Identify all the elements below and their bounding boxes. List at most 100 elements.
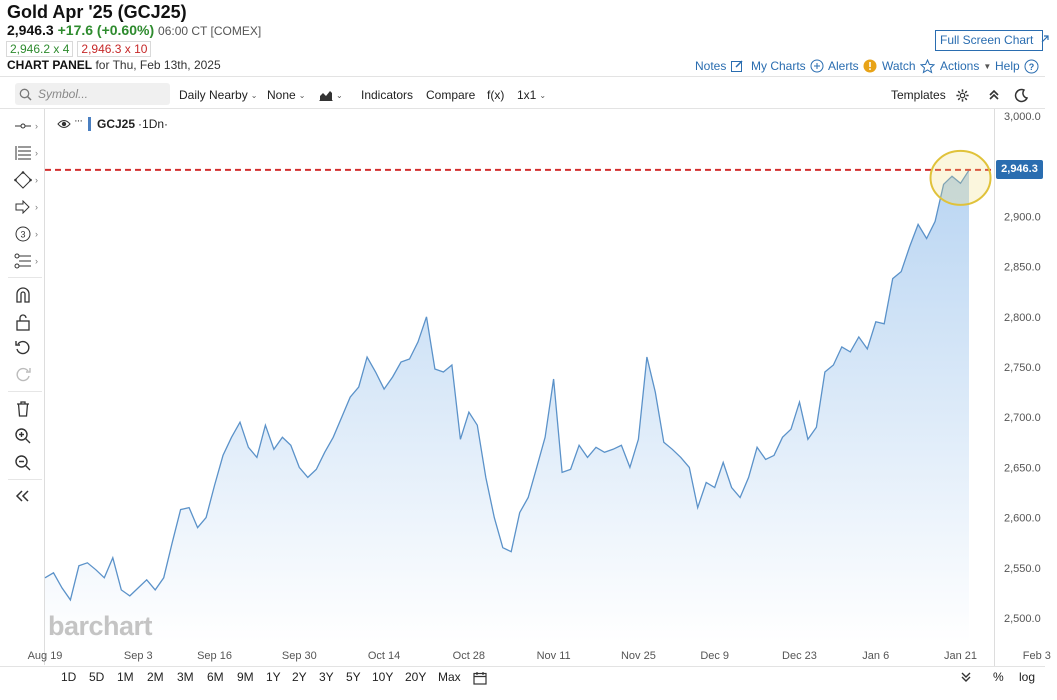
instrument-title: Gold Apr '25 (GCJ25) <box>7 2 187 22</box>
delete-button[interactable] <box>14 398 42 420</box>
watch-link[interactable]: Watch <box>882 57 935 75</box>
actions-menu[interactable]: Actions ▼ <box>940 57 991 75</box>
unlock-icon <box>16 314 30 331</box>
current-price-tag: 2,946.3 <box>996 159 1043 179</box>
chevron-right-icon: › <box>35 256 38 266</box>
fib-tool[interactable]: › <box>14 142 42 164</box>
alerts-label: Alerts <box>828 59 859 73</box>
daily-nearby-label: Daily Nearby <box>179 88 248 102</box>
range-button-6m[interactable]: 6M <box>207 670 224 684</box>
settings-button[interactable] <box>955 86 970 104</box>
numbered-circle-icon: 3 <box>15 226 31 242</box>
x-axis-tick-label: Dec 23 <box>782 650 817 662</box>
area-chart-icon <box>319 91 333 101</box>
none-dropdown[interactable]: None ⌄ <box>267 86 305 104</box>
expand-down-button[interactable] <box>960 671 972 689</box>
range-button-10y[interactable]: 10Y <box>372 670 394 684</box>
daily-nearby-dropdown[interactable]: Daily Nearby ⌄ <box>179 86 257 104</box>
fx-button[interactable]: f(x) <box>487 88 505 102</box>
x-axis-tick-label: Feb 3 <box>1023 650 1051 662</box>
chevron-down-icon: ⌄ <box>336 90 343 100</box>
alerts-link[interactable]: Alerts <box>828 57 877 75</box>
range-button-2m[interactable]: 2M <box>147 670 164 684</box>
calendar-button[interactable] <box>473 671 487 689</box>
range-button-1d[interactable]: 1D <box>61 670 77 684</box>
y-axis-tick-label: 2,600.0 <box>1004 513 1041 525</box>
x-axis-tick-label: Nov 25 <box>621 650 656 662</box>
arrow-tool[interactable]: › <box>14 196 42 218</box>
line-tool[interactable]: › <box>14 115 42 137</box>
magnet-tool[interactable] <box>14 284 42 306</box>
more-options-icon[interactable]: ··· <box>74 115 83 127</box>
x-axis-tick-label: Sep 16 <box>197 650 232 662</box>
magnet-icon <box>16 287 30 303</box>
x-axis-tick-label: Dec 9 <box>700 650 729 662</box>
y-axis-tick-label: 2,500.0 <box>1004 613 1041 625</box>
chevron-right-icon: › <box>35 175 38 185</box>
layout-dropdown[interactable]: 1x1 ⌄ <box>517 86 546 104</box>
double-chevron-down-icon <box>961 672 971 682</box>
series-color-swatch <box>88 117 91 131</box>
pattern-tool[interactable]: › <box>14 250 42 272</box>
pattern-icon <box>14 253 31 269</box>
watch-label: Watch <box>882 59 916 73</box>
range-button-max[interactable]: Max <box>438 670 461 684</box>
zoom-in-button[interactable] <box>14 425 42 447</box>
symbol-input[interactable] <box>36 86 156 102</box>
my-charts-link[interactable]: My Charts <box>751 57 824 75</box>
y-axis-tick-label: 2,750.0 <box>1004 362 1041 374</box>
line-tool-icon <box>15 123 31 129</box>
redo-button[interactable] <box>14 364 42 386</box>
chevron-right-icon: › <box>35 202 38 212</box>
templates-button[interactable]: Templates <box>891 88 946 102</box>
svg-text:3: 3 <box>20 230 25 240</box>
indicators-button[interactable]: Indicators <box>361 88 414 102</box>
collapse-tools-button[interactable] <box>14 485 42 507</box>
help-link[interactable]: Help ? <box>995 57 1039 75</box>
range-button-9m[interactable]: 9M <box>237 670 254 684</box>
caret-down-icon: ▼ <box>983 61 992 71</box>
panel-date: for Thu, Feb 13th, 2025 <box>95 58 221 72</box>
percent-toggle[interactable]: % <box>993 670 1004 684</box>
lock-tool[interactable] <box>14 311 42 333</box>
collapse-button[interactable] <box>987 86 1001 104</box>
toolbar-divider <box>0 108 1045 109</box>
undo-button[interactable] <box>14 337 42 359</box>
range-button-5d[interactable]: 5D <box>89 670 105 684</box>
chart-type-dropdown[interactable]: ⌄ <box>319 86 343 104</box>
y-axis-tick-label: 2,800.0 <box>1004 312 1041 324</box>
full-screen-chart-button[interactable]: Full Screen Chart <box>935 30 1049 51</box>
symbol-search[interactable] <box>15 83 170 105</box>
range-button-3y[interactable]: 3Y <box>319 670 334 684</box>
zoom-out-button[interactable] <box>14 452 42 474</box>
latest-price-highlight-circle <box>929 149 992 206</box>
pencil-icon <box>731 60 743 72</box>
chevron-right-icon: › <box>35 148 38 158</box>
price-line <box>44 169 970 602</box>
quote-time: 06:00 CT [COMEX] <box>158 24 262 38</box>
dark-mode-toggle[interactable] <box>1014 86 1029 104</box>
compare-button[interactable]: Compare <box>426 88 476 102</box>
tool-divider <box>8 391 42 392</box>
chevron-right-icon: › <box>35 121 38 131</box>
range-button-2y[interactable]: 2Y <box>292 670 307 684</box>
fibonacci-icon <box>15 146 31 160</box>
range-button-5y[interactable]: 5Y <box>346 670 361 684</box>
x-axis-tick-label: Oct 28 <box>453 650 485 662</box>
count-tool[interactable]: 3 › <box>14 223 42 245</box>
range-button-20y[interactable]: 20Y <box>405 670 427 684</box>
quote-line: 2,946.3 +17.6 (+0.60%) 06:00 CT [COMEX] <box>7 22 261 38</box>
range-button-3m[interactable]: 3M <box>177 670 194 684</box>
chart-legend[interactable]: ··· GCJ25 ·1Dn· <box>57 115 169 131</box>
shape-tool[interactable]: › <box>14 169 42 191</box>
range-button-1m[interactable]: 1M <box>117 670 134 684</box>
legend-interval: ·1Dn· <box>138 117 169 131</box>
price-area-fill <box>45 170 969 642</box>
actions-label: Actions <box>940 59 980 73</box>
log-toggle[interactable]: log <box>1019 670 1036 684</box>
y-axis-tick-label: 2,850.0 <box>1004 262 1041 274</box>
bid-value: 2,946.2 x 4 <box>6 41 74 57</box>
range-button-1y[interactable]: 1Y <box>266 670 281 684</box>
notes-link[interactable]: Notes <box>695 57 744 75</box>
